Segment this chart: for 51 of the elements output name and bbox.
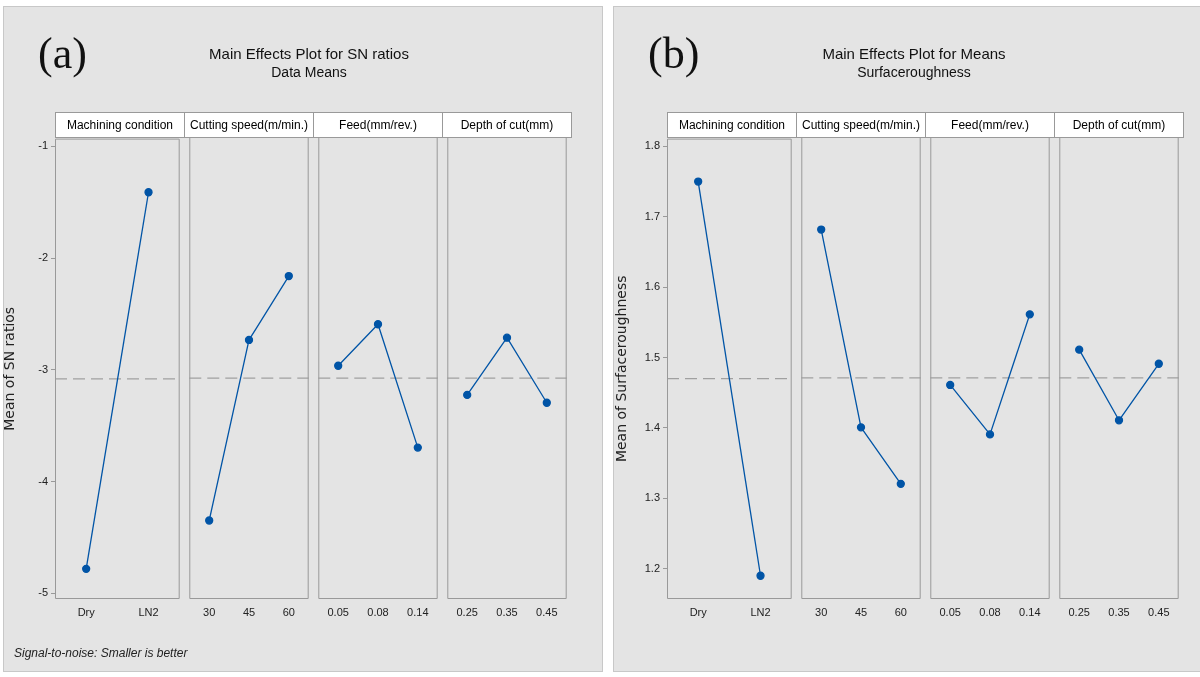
x-tick-label: 0.25 [456, 605, 478, 618]
x-tick-label: 0.08 [979, 605, 1001, 618]
y-tick-label: -1 [38, 139, 48, 152]
x-tick-label: 0.35 [496, 605, 518, 618]
chart-title: Machining condition [55, 112, 185, 138]
y-axis-title: Mean of SN ratios [1, 306, 18, 431]
chart-title: Depth of cut(mm) [1054, 112, 1184, 138]
y-tick-label: -4 [38, 474, 48, 487]
x-tick-label: 0.25 [1068, 605, 1090, 618]
chart-title: Cutting speed(m/min.) [796, 112, 926, 138]
x-tick-label: 0.05 [327, 605, 349, 618]
text: Data Means [271, 64, 347, 80]
chart-title: Feed(mm/rev.) [925, 112, 1055, 138]
x-tick-label: 0.14 [407, 605, 429, 618]
y-tick-label: -3 [38, 362, 48, 375]
y-tick-label: 1.8 [644, 139, 660, 152]
x-tick-label: LN2 [750, 605, 771, 618]
x-tick-label: 0.14 [1019, 605, 1041, 618]
x-tick-label: Dry [77, 605, 96, 618]
x-tick-label: 60 [894, 605, 907, 618]
y-tick-label: 1.7 [644, 209, 660, 222]
x-tick-label: 0.35 [1108, 605, 1130, 618]
text: Surfaceroughness [857, 64, 971, 80]
chart-title: Feed(mm/rev.) [313, 112, 443, 138]
chart-title: Cutting speed(m/min.) [184, 112, 314, 138]
text: Main Effects Plot for SN ratios [209, 45, 409, 62]
chart-title: Depth of cut(mm) [442, 112, 572, 138]
y-axis-title: Mean of Surfaceroughness [613, 275, 630, 463]
y-tick-label: 1.2 [644, 561, 660, 574]
x-tick-label: 0.45 [1148, 605, 1170, 618]
y-tick-label: 1.5 [644, 350, 660, 363]
x-tick-label: 60 [282, 605, 295, 618]
x-tick-label: LN2 [138, 605, 159, 618]
text: Signal-to-noise: Smaller is better [14, 646, 188, 660]
x-tick-label: 45 [854, 605, 868, 618]
x-tick-label: 0.08 [367, 605, 389, 618]
chart-title: Machining condition [667, 112, 797, 138]
x-tick-label: 0.45 [536, 605, 558, 618]
text: Main Effects Plot for Means [822, 45, 1006, 62]
x-tick-label: Dry [689, 605, 708, 618]
text: (b) [648, 28, 700, 79]
y-tick-label: -2 [38, 251, 48, 264]
y-tick-label: 1.3 [644, 491, 660, 504]
x-tick-label: 30 [815, 605, 828, 618]
y-tick-label: -5 [38, 586, 48, 599]
x-tick-label: 45 [242, 605, 256, 618]
text: (a) [38, 28, 87, 79]
y-tick-label: 1.6 [644, 280, 660, 293]
x-tick-label: 30 [203, 605, 216, 618]
x-tick-label: 0.05 [939, 605, 961, 618]
y-tick-label: 1.4 [644, 420, 660, 433]
